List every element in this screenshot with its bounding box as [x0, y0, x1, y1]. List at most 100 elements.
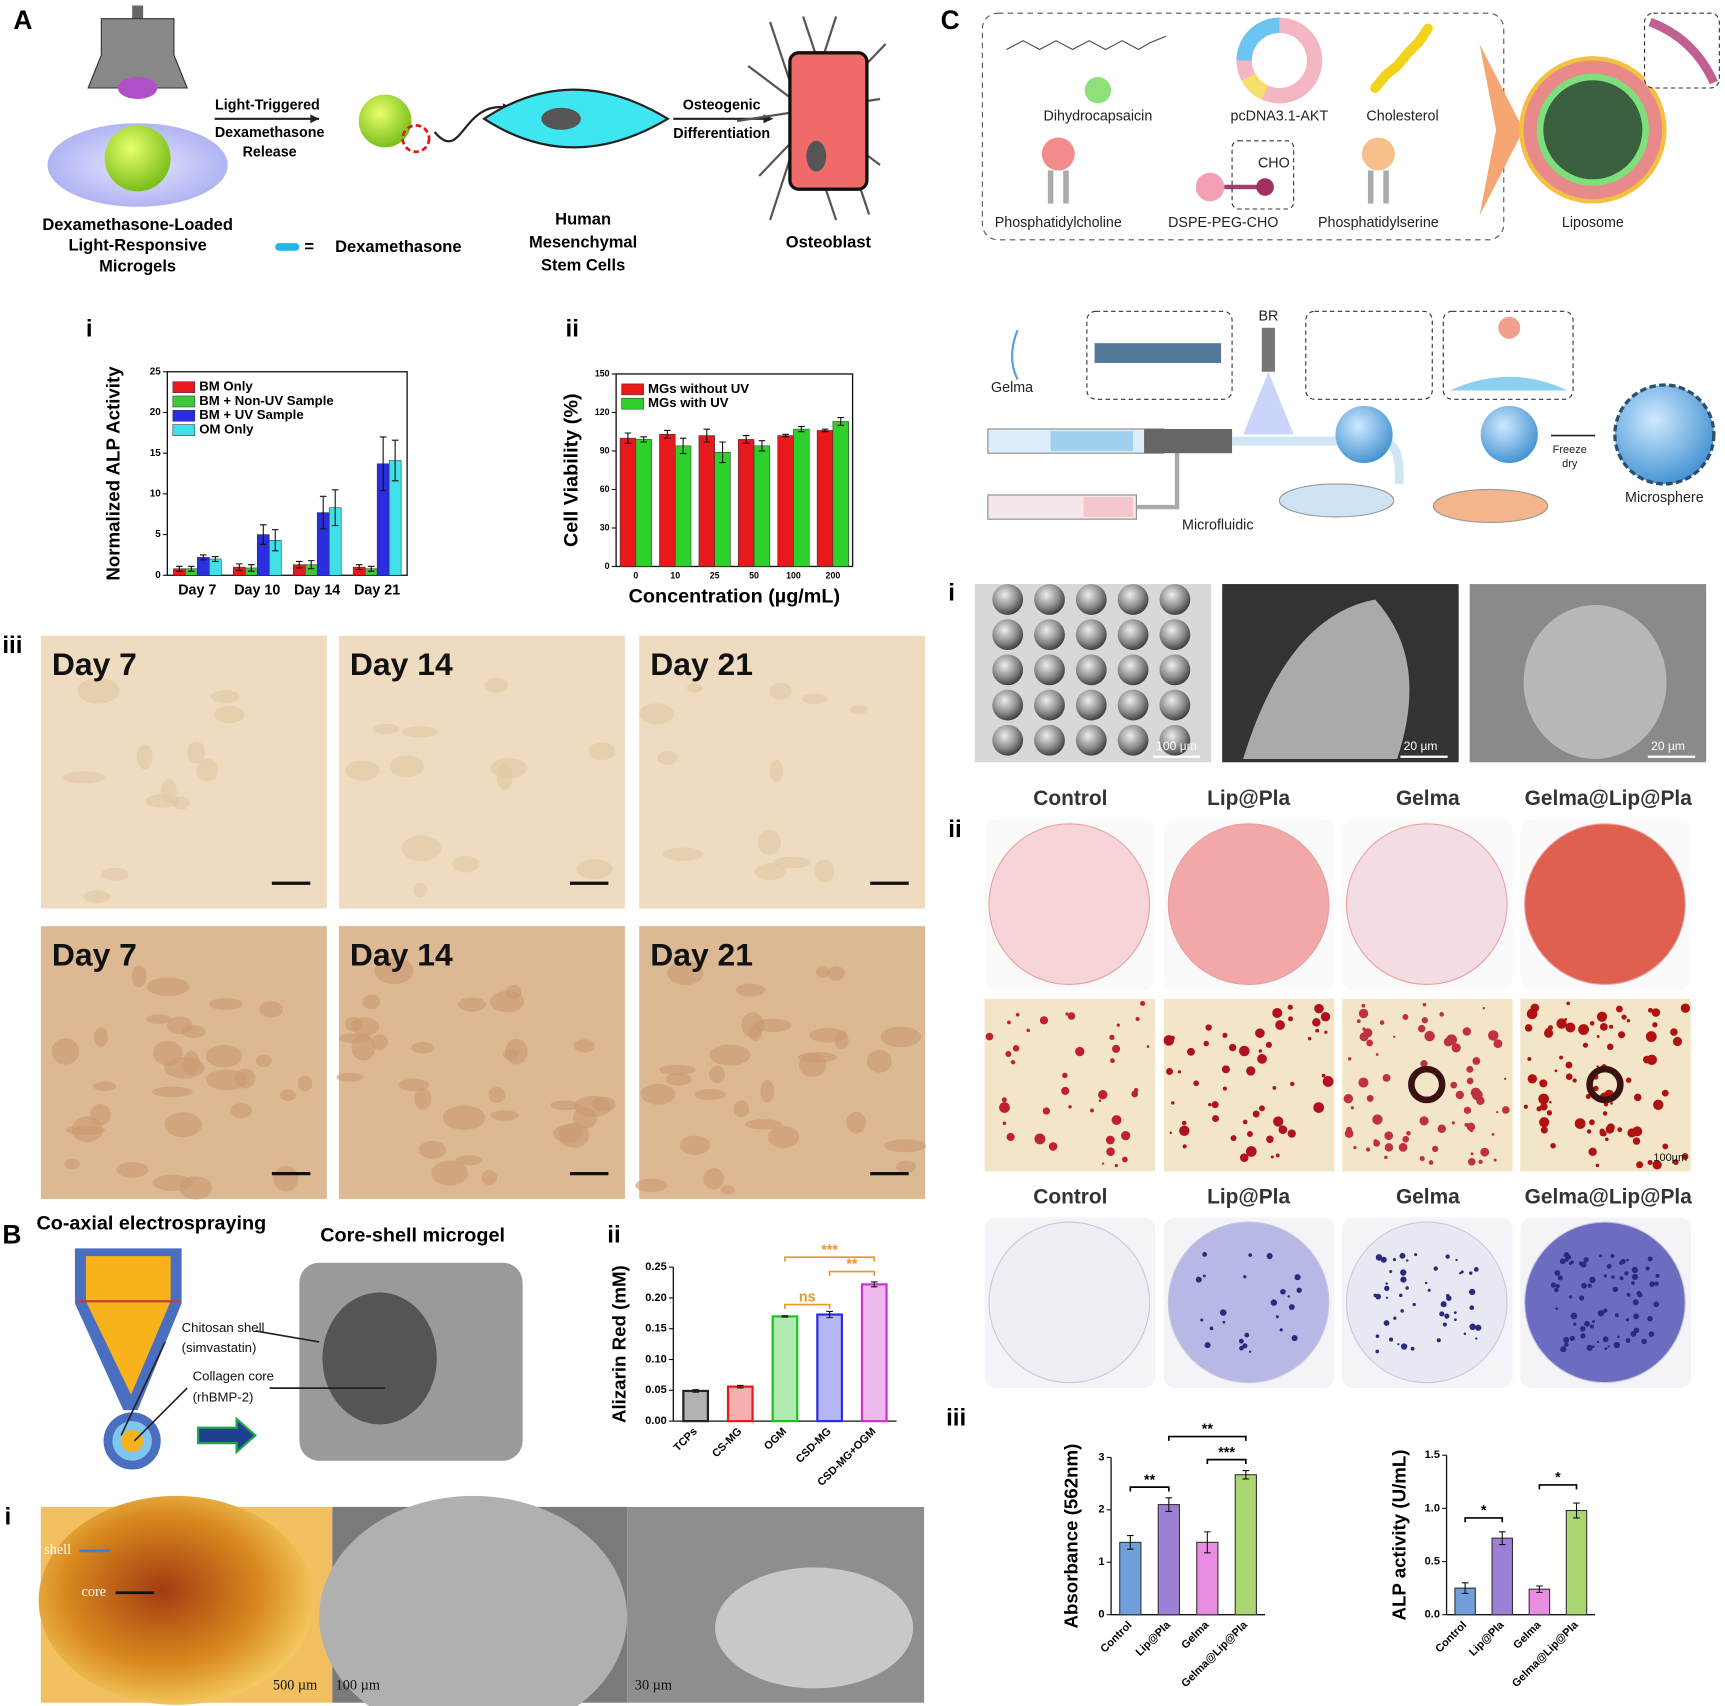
stain-dot	[1563, 1336, 1570, 1343]
cell-texture	[490, 991, 525, 1013]
y-tick-label: 3	[1098, 1451, 1104, 1463]
zoom-box	[1442, 310, 1574, 400]
y-tick-label: 0	[1098, 1609, 1104, 1621]
stain-dot	[1501, 1106, 1510, 1114]
bar	[777, 435, 794, 567]
bar	[619, 437, 637, 567]
stain-dot	[1560, 1346, 1567, 1353]
label: Dexamethasone	[335, 238, 461, 256]
stain-dot	[1353, 1145, 1357, 1150]
connector	[1144, 428, 1233, 454]
stain-dot	[1384, 1143, 1394, 1152]
cell-texture	[71, 1116, 103, 1143]
cell-texture	[100, 867, 129, 881]
stain-dot	[1602, 1336, 1609, 1343]
stain-dot	[1610, 1253, 1615, 1258]
stain-dot	[1587, 1283, 1592, 1288]
y-tick-label: 90	[600, 445, 610, 455]
y-axis-label: Absorbance (562nm)	[1061, 1444, 1082, 1629]
stain-dot	[1673, 1159, 1679, 1165]
well-stain	[1345, 823, 1508, 985]
error-bar	[758, 440, 766, 452]
bubble	[1586, 1065, 1624, 1104]
cell-texture	[769, 759, 784, 783]
stain-dot	[1366, 1094, 1374, 1102]
stain-dot	[1280, 1288, 1286, 1295]
stain-dot	[1599, 1128, 1605, 1134]
stain-dot	[1266, 1252, 1273, 1260]
stain-dot	[1417, 1024, 1426, 1033]
cell-texture	[576, 859, 613, 880]
bead	[1075, 654, 1107, 686]
stain-dot	[1343, 1093, 1354, 1104]
stain-dot	[1257, 1053, 1267, 1064]
cell-texture	[755, 863, 787, 881]
error-bar	[1536, 1585, 1543, 1593]
stain-dot	[1624, 1271, 1629, 1276]
stain-dot	[1205, 1024, 1212, 1031]
x-tick-label: TCPs	[671, 1426, 699, 1454]
stain-dot	[1636, 1291, 1642, 1296]
stain-dot	[1393, 1035, 1396, 1038]
stain-dot	[1116, 1023, 1120, 1027]
cholesterol	[1370, 23, 1433, 93]
stain-dot	[1596, 1011, 1608, 1022]
sub-label: ii	[948, 816, 961, 843]
stain-dot	[1654, 1281, 1659, 1286]
stain-dot	[1645, 1266, 1650, 1271]
pointers	[120, 1330, 386, 1442]
scale-bar-label: 500 µm	[273, 1677, 317, 1693]
cell-texture	[211, 690, 240, 704]
stain-dot	[1244, 1332, 1250, 1338]
label: Light-Triggered	[215, 97, 320, 113]
stain-dot	[1358, 1077, 1369, 1088]
dish	[1278, 483, 1395, 518]
nucleus	[541, 107, 581, 130]
lamp	[87, 18, 188, 89]
cell-texture	[336, 1072, 364, 1082]
stain-dot	[1375, 1053, 1379, 1056]
y-axis-label: ALP activity (U/mL)	[1388, 1449, 1409, 1620]
stain-dot	[1670, 1028, 1678, 1036]
significance-label: ns	[799, 1290, 816, 1306]
x-tick-label: 200	[826, 571, 841, 581]
stain-dot	[1312, 1018, 1321, 1027]
y-tick-label: 0.00	[645, 1415, 666, 1427]
stain-dot	[1641, 1338, 1647, 1345]
stain-dot	[1617, 1127, 1623, 1133]
error-bar	[624, 432, 632, 444]
plot-frame	[615, 373, 854, 568]
stain-dot	[1245, 1047, 1249, 1051]
stain-dot	[1480, 1147, 1490, 1157]
stain-dot	[1279, 1328, 1283, 1332]
stain-dot	[1523, 1104, 1528, 1109]
uv-light	[1243, 371, 1294, 435]
legend-label: OM Only	[199, 422, 254, 437]
stain-dot	[1398, 1143, 1408, 1152]
cell-texture	[735, 983, 766, 997]
stain-dot	[1627, 1128, 1637, 1138]
stain-dot	[1421, 1017, 1428, 1024]
stain-dot	[1439, 1311, 1445, 1317]
sub-label: ii	[607, 1222, 620, 1249]
well-stain	[1524, 823, 1686, 985]
stain-dot	[1034, 1133, 1046, 1145]
stain-dot	[1106, 1147, 1115, 1156]
micrograph	[984, 998, 1156, 1172]
bar	[1119, 1541, 1142, 1616]
significance-label: *	[1481, 1503, 1487, 1519]
stain-dot	[1564, 1018, 1568, 1021]
stain-dot	[1171, 1101, 1175, 1105]
bar	[1234, 1474, 1257, 1616]
stain-dot	[1618, 1031, 1626, 1039]
stain-dot	[1358, 1008, 1369, 1019]
x-tick-label: 0	[633, 571, 638, 581]
stain-dot	[1146, 1045, 1150, 1048]
stain-dot	[1010, 1059, 1016, 1065]
cell-texture	[145, 793, 180, 808]
lipid-head	[1041, 137, 1075, 171]
label: Release	[243, 145, 297, 161]
x-tick-label: Gelma	[1179, 1619, 1212, 1652]
bar	[1157, 1504, 1180, 1616]
stain-dot	[1649, 1281, 1655, 1287]
